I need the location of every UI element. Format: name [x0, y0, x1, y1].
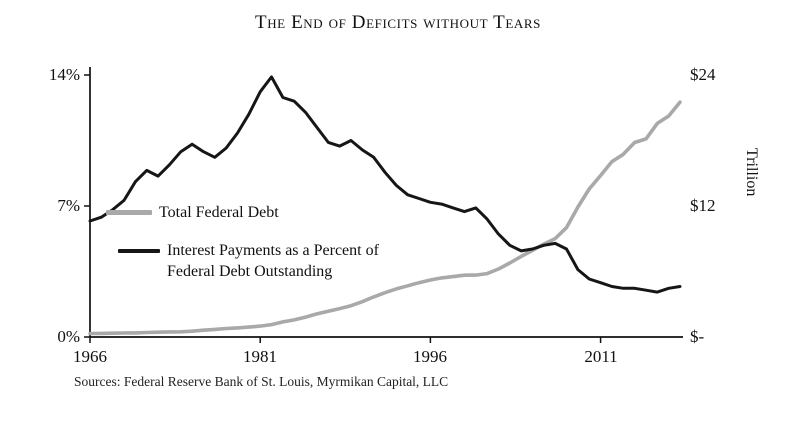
- legend-label-total-federal-debt: Total Federal Debt: [159, 204, 279, 221]
- interest-line-swatch: [118, 249, 160, 253]
- y-axis-tick-label: 14%: [48, 65, 80, 84]
- legend-item-total-federal-debt: Total Federal Debt: [106, 202, 279, 223]
- source-note: Sources: Federal Reserve Bank of St. Lou…: [74, 374, 449, 389]
- y-axis-tick-label: 7%: [57, 196, 80, 215]
- legend-label-interest-line2: Federal Debt Outstanding: [167, 263, 333, 280]
- total-federal-debt-line: [88, 100, 682, 336]
- x-axis-tick-label: 2011: [584, 347, 618, 366]
- interest-percent-line: [88, 75, 682, 294]
- right-axis-tick-label: $-: [690, 327, 705, 346]
- right-axis-tick-label: $24: [690, 65, 716, 84]
- total-debt-line-swatch: [106, 210, 152, 215]
- chart-title: The End of Deficits without Tears: [254, 12, 541, 33]
- x-axis-tick-label: 1981: [243, 347, 277, 366]
- y-axis-tick-label: 0%: [57, 327, 80, 346]
- right-axis-tick-label: $12: [690, 196, 716, 215]
- x-axis-tick-label: 1966: [73, 347, 107, 366]
- x-axis-tick-label: 1996: [413, 347, 447, 366]
- right-axis-title: Trillion: [743, 148, 760, 197]
- legend-label-interest-line1: Interest Payments as a Percent of: [167, 242, 379, 259]
- legend-item-interest-percent: Interest Payments as a Percent of Federa…: [118, 240, 379, 282]
